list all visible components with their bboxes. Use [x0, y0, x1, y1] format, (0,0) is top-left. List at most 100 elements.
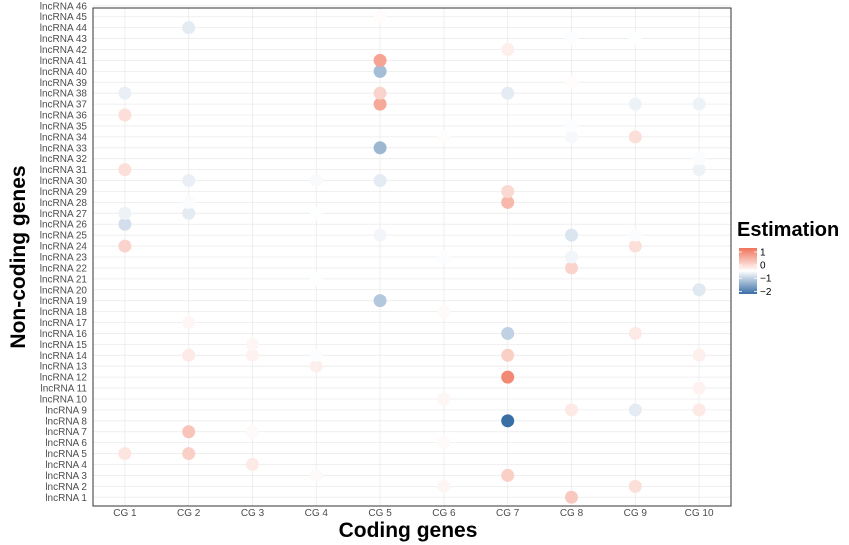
data-point	[501, 348, 515, 362]
legend-tick-label: 1	[760, 247, 766, 258]
data-point	[692, 163, 706, 177]
data-point	[373, 174, 387, 188]
data-point	[182, 316, 196, 330]
data-point	[118, 447, 132, 461]
y-tick-label: lncRNA 37	[40, 100, 88, 111]
data-point	[373, 10, 387, 24]
data-point	[437, 392, 451, 406]
data-point	[565, 130, 578, 144]
y-tick-label: lncRNA 45	[40, 12, 88, 23]
y-axis-title: Non-coding genes	[7, 165, 30, 348]
data-point	[692, 283, 706, 297]
data-point	[692, 348, 706, 362]
data-point	[628, 239, 642, 253]
y-tick-label: lncRNA 9	[45, 405, 87, 416]
data-point	[246, 348, 259, 362]
data-point	[246, 337, 259, 351]
x-tick-label: CG 3	[241, 508, 265, 519]
y-tick-label: lncRNA 20	[40, 285, 88, 296]
data-point	[309, 468, 323, 482]
y-tick-label: lncRNA 39	[40, 78, 88, 89]
x-tick-label: CG 1	[113, 508, 137, 519]
legend: Estimation 1 0 −1 −2	[737, 219, 839, 298]
y-tick-label: lncRNA 31	[40, 165, 88, 176]
y-tick-label: lncRNA 44	[40, 23, 88, 34]
data-point	[501, 86, 515, 100]
data-point	[565, 228, 578, 242]
y-tick-label: lncRNA 7	[45, 427, 87, 438]
data-point	[182, 425, 196, 439]
y-tick-label: lncRNA 10	[40, 394, 88, 405]
x-tick-label: CG 6	[432, 508, 456, 519]
data-point	[437, 479, 451, 493]
data-point	[628, 97, 642, 111]
data-point	[565, 32, 578, 46]
y-tick-label: lncRNA 43	[40, 34, 88, 45]
y-tick-label: lncRNA 28	[40, 198, 88, 209]
legend-ticks: 1 0 −1 −2	[739, 247, 772, 298]
data-point	[501, 43, 515, 56]
data-point	[437, 130, 451, 144]
y-tick-label: lncRNA 4	[45, 460, 87, 471]
data-point	[565, 490, 578, 504]
data-point	[373, 228, 387, 242]
y-tick-label: lncRNA 22	[40, 263, 88, 274]
data-point	[182, 174, 196, 188]
data-point	[182, 21, 196, 35]
data-points	[118, 10, 706, 504]
data-point	[501, 370, 515, 384]
y-tick-label: lncRNA 1	[45, 493, 87, 504]
data-point	[628, 403, 642, 417]
data-point	[182, 447, 196, 461]
data-point	[118, 108, 132, 122]
data-point	[501, 414, 515, 428]
data-point	[565, 119, 578, 133]
y-tick-label: lncRNA 41	[40, 56, 88, 67]
data-point	[182, 348, 196, 362]
data-point	[373, 53, 387, 67]
x-tick-label: CG 2	[177, 508, 201, 519]
plot-panel-border	[92, 7, 732, 507]
data-point	[118, 217, 132, 231]
data-point	[692, 381, 706, 395]
y-tick-label: lncRNA 21	[40, 274, 88, 285]
legend-title: Estimation	[737, 219, 839, 241]
y-tick-label: lncRNA 6	[45, 438, 87, 449]
data-point	[246, 458, 259, 471]
data-point	[628, 326, 642, 340]
data-point	[309, 206, 323, 220]
x-tick-label: CG 5	[368, 508, 392, 519]
x-axis-title: Coding genes	[339, 519, 478, 542]
y-tick-label: lncRNA 27	[40, 209, 88, 220]
data-point	[373, 294, 387, 308]
data-point	[628, 32, 642, 46]
y-tick-label: lncRNA 46	[40, 1, 88, 12]
x-tick-label: CG 10	[685, 508, 714, 519]
data-point	[692, 403, 706, 417]
y-tick-label: lncRNA 40	[40, 67, 88, 78]
data-point	[182, 206, 196, 220]
data-point	[373, 97, 387, 111]
data-point	[501, 326, 515, 340]
data-point	[565, 250, 578, 264]
x-tick-label: CG 9	[624, 508, 648, 519]
y-tick-label: lncRNA 3	[45, 471, 87, 482]
y-tick-label: lncRNA 15	[40, 340, 88, 351]
y-tick-label: lncRNA 35	[40, 121, 88, 132]
data-point	[118, 163, 132, 177]
data-point	[309, 359, 323, 373]
data-point	[309, 174, 323, 188]
data-point	[437, 250, 451, 264]
legend-tick-label: −1	[760, 274, 772, 285]
data-point	[565, 403, 578, 417]
y-tick-label: lncRNA 30	[40, 176, 88, 187]
legend-color-bar	[739, 248, 757, 294]
data-point	[118, 86, 132, 100]
data-point	[628, 479, 642, 493]
data-point	[246, 425, 259, 439]
y-tick-label: lncRNA 5	[45, 449, 87, 460]
y-tick-label: lncRNA 17	[40, 318, 88, 329]
